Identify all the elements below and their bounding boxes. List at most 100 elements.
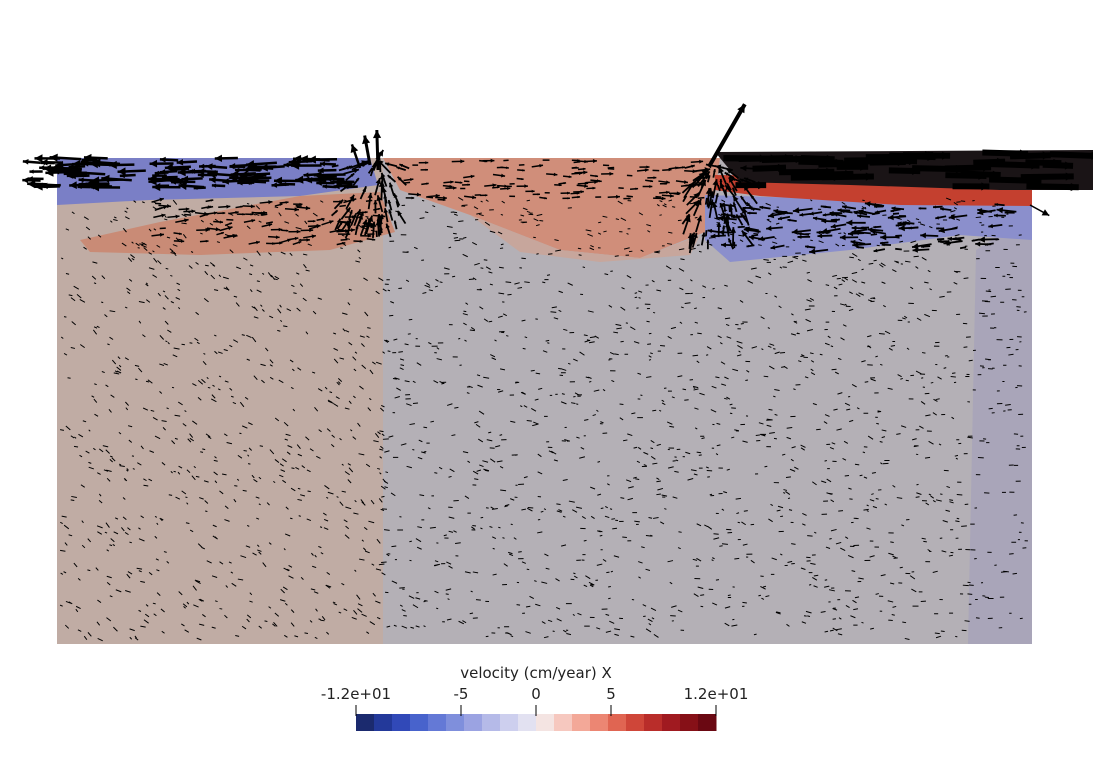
velocity-arrow [834, 371, 839, 375]
velocity-arrow [405, 279, 410, 282]
velocity-arrow [335, 396, 340, 400]
velocity-arrowhead [537, 193, 540, 196]
velocity-arrow [875, 355, 878, 358]
velocity-arrow [666, 421, 673, 425]
velocity-arrow [106, 477, 111, 482]
velocity-arrow [424, 600, 428, 602]
velocity-arrow [645, 535, 652, 537]
velocity-arrow [636, 460, 641, 464]
velocity-arrow [912, 438, 917, 441]
velocity-arrow [390, 301, 395, 304]
velocity-arrow [295, 213, 299, 217]
velocity-arrowhead [39, 165, 45, 171]
velocity-arrow [391, 580, 398, 584]
velocity-arrowhead [646, 165, 650, 169]
velocity-arrowhead [210, 199, 214, 202]
velocity-arrowhead [683, 180, 688, 184]
velocity-arrow [621, 287, 625, 290]
velocity-arrow [157, 260, 162, 265]
velocity-arrow [617, 200, 623, 205]
velocity-arrowhead [860, 226, 864, 229]
velocity-arrow [852, 599, 857, 604]
velocity-arrow [361, 501, 366, 506]
velocity-arrow [182, 423, 187, 427]
velocity-arrow [258, 503, 261, 506]
velocity-arrow [828, 589, 835, 592]
velocity-arrow [395, 200, 400, 208]
velocity-arrow [953, 202, 959, 206]
velocity-arrowhead [425, 168, 428, 171]
velocity-arrow [694, 216, 698, 219]
colorbar-swatch [464, 714, 483, 731]
velocity-arrow [942, 520, 948, 523]
velocity-arrow [327, 491, 334, 495]
velocity-arrow [127, 571, 133, 575]
velocity-arrow [109, 310, 116, 313]
velocity-arrow [606, 571, 610, 574]
velocity-arrow [499, 466, 504, 469]
velocity-arrow [140, 515, 144, 519]
velocity-arrow [900, 425, 907, 428]
velocity-arrow [375, 361, 382, 365]
velocity-arrow [526, 199, 531, 202]
velocity-arrowhead [350, 144, 359, 154]
velocity-arrow [1020, 173, 1074, 181]
velocity-arrow [195, 311, 200, 316]
velocity-arrow [759, 433, 766, 437]
velocity-arrow [223, 433, 228, 437]
velocity-arrow [587, 233, 594, 237]
velocity-arrow [810, 372, 816, 376]
velocity-arrowhead [372, 238, 376, 241]
velocity-arrow [567, 282, 573, 286]
velocity-arrow [580, 446, 585, 450]
velocity-arrow [114, 370, 118, 373]
velocity-arrow [500, 243, 504, 246]
velocity-arrow [141, 244, 147, 248]
velocity-arrow [124, 306, 128, 309]
velocity-arrowhead [435, 193, 440, 198]
velocity-arrow [692, 354, 699, 357]
velocity-arrow [597, 461, 601, 463]
velocity-arrow [711, 559, 714, 562]
velocity-arrow [932, 500, 936, 503]
velocity-arrow [842, 324, 847, 327]
velocity-arrowhead [616, 194, 620, 199]
velocity-arrow [731, 436, 735, 439]
velocity-arrowhead [209, 176, 216, 184]
velocity-arrow [143, 242, 146, 245]
velocity-arrow [307, 490, 311, 493]
velocity-arrow [358, 558, 365, 561]
velocity-arrowhead [650, 179, 654, 183]
velocity-arrow [491, 357, 497, 361]
velocity-arrowhead [396, 166, 400, 170]
velocity-arrow [706, 346, 712, 350]
velocity-arrow [192, 420, 198, 425]
velocity-arrow [712, 287, 715, 290]
velocity-arrow [630, 635, 635, 638]
velocity-arrow [835, 243, 840, 247]
velocity-arrow [916, 317, 922, 321]
velocity-arrowhead [531, 189, 535, 193]
velocity-arrow [337, 377, 343, 382]
velocity-arrow [162, 290, 166, 293]
velocity-arrowhead [159, 197, 164, 202]
velocity-arrow [148, 228, 152, 232]
colorbar-swatch [554, 714, 573, 731]
velocity-arrowhead [785, 211, 788, 215]
velocity-arrow [956, 517, 960, 520]
velocity-arrowhead [285, 229, 289, 232]
velocity-arrow [645, 568, 651, 571]
velocity-arrow [659, 409, 662, 412]
velocity-arrow [715, 376, 720, 379]
velocity-arrow [538, 387, 543, 390]
velocity-arrow [109, 459, 114, 463]
velocity-arrow [623, 247, 630, 250]
velocity-arrow [187, 438, 192, 443]
velocity-arrow [404, 343, 409, 346]
velocity-arrow [553, 317, 559, 320]
velocity-arrow [1049, 151, 1093, 159]
velocity-arrow [510, 635, 514, 638]
velocity-arrow [810, 368, 814, 372]
velocity-arrow [231, 582, 237, 587]
velocity-arrow [451, 434, 456, 437]
